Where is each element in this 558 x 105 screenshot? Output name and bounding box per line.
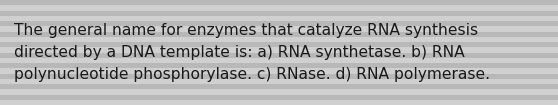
FancyBboxPatch shape [0, 42, 558, 47]
FancyBboxPatch shape [0, 68, 558, 74]
FancyBboxPatch shape [0, 52, 558, 58]
FancyBboxPatch shape [0, 37, 558, 42]
FancyBboxPatch shape [0, 63, 558, 68]
FancyBboxPatch shape [0, 100, 558, 105]
FancyBboxPatch shape [0, 26, 558, 32]
Text: The general name for enzymes that catalyze RNA synthesis
directed by a DNA templ: The general name for enzymes that cataly… [14, 23, 490, 82]
FancyBboxPatch shape [0, 84, 558, 89]
FancyBboxPatch shape [0, 79, 558, 84]
FancyBboxPatch shape [0, 16, 558, 21]
FancyBboxPatch shape [0, 89, 558, 94]
FancyBboxPatch shape [0, 0, 558, 5]
FancyBboxPatch shape [0, 10, 558, 16]
FancyBboxPatch shape [0, 94, 558, 100]
FancyBboxPatch shape [0, 47, 558, 52]
FancyBboxPatch shape [0, 5, 558, 10]
FancyBboxPatch shape [0, 74, 558, 79]
FancyBboxPatch shape [0, 58, 558, 63]
FancyBboxPatch shape [0, 32, 558, 37]
FancyBboxPatch shape [0, 21, 558, 26]
